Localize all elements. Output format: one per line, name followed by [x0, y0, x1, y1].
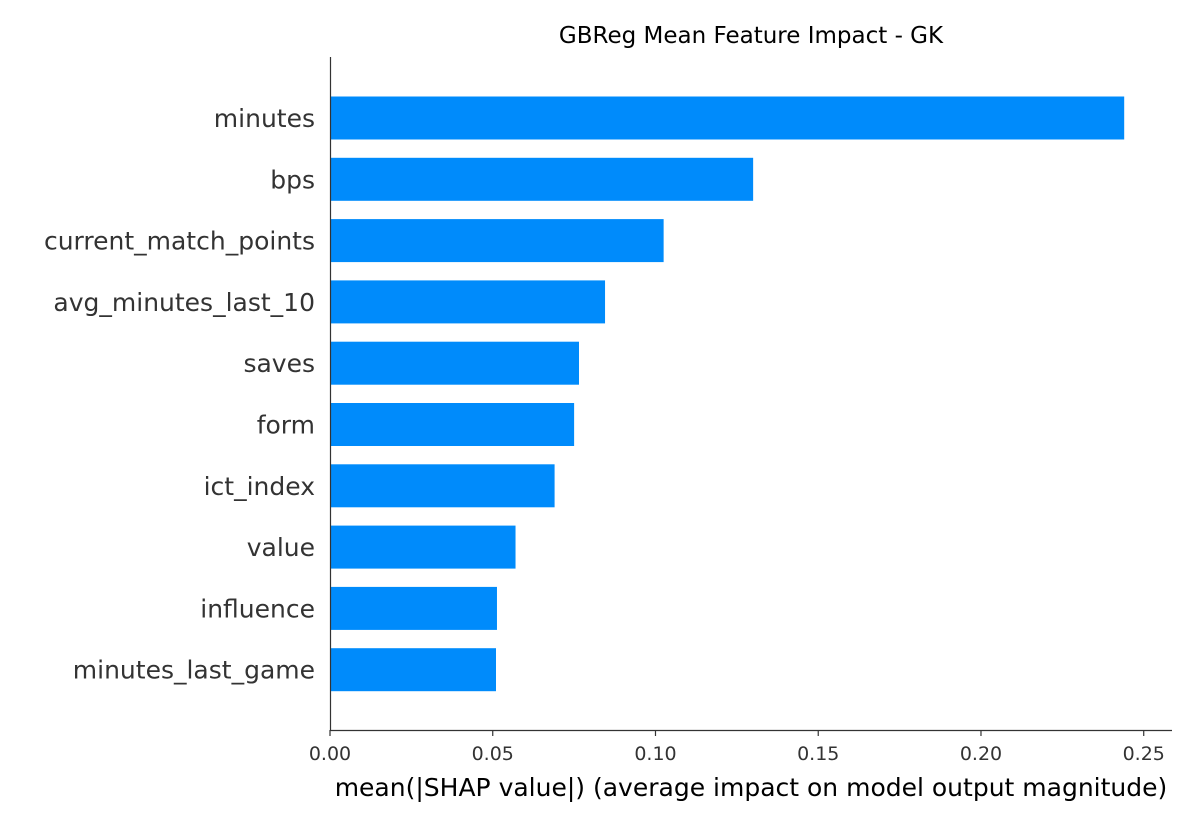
bar-form: [330, 403, 575, 446]
x-tick-label: 0.25: [1123, 743, 1165, 765]
x-tick-label: 0.05: [472, 743, 514, 765]
category-label: minutes_last_game: [73, 656, 315, 685]
bar-minutes: [330, 96, 1125, 140]
x-tick-label: 0.00: [309, 743, 351, 765]
x-tick-label: 0.20: [960, 743, 1002, 765]
category-label: ict_index: [204, 472, 315, 501]
bar-minutes-last-game: [330, 648, 496, 692]
chart-title: GBReg Mean Feature Impact - GK: [559, 23, 944, 49]
category-label: bps: [270, 165, 315, 194]
x-axis-label: mean(|SHAP value|) (average impact on mo…: [335, 773, 1168, 802]
category-label: influence: [200, 594, 315, 623]
bar-saves: [330, 341, 579, 385]
category-label: minutes: [214, 104, 315, 133]
bar-avg-minutes-last-10: [330, 280, 606, 324]
bar-value: [330, 525, 516, 569]
x-tick-label: 0.10: [634, 743, 676, 765]
category-label: avg_minutes_last_10: [53, 288, 315, 317]
category-label: form: [257, 411, 315, 440]
bar-bps: [330, 157, 754, 201]
category-labels: minutes bps current_match_points avg_minute…: [44, 104, 315, 685]
bar-ict-index: [330, 464, 555, 508]
category-label: value: [247, 533, 315, 562]
x-tick-label: 0.15: [797, 743, 839, 765]
category-label: current_match_points: [44, 227, 315, 256]
bar-current-match-points: [330, 219, 664, 263]
x-axis-ticks: 0.00 0.05 0.10 0.15 0.20 0.25: [309, 730, 1165, 765]
category-label: saves: [243, 349, 315, 378]
bar-influence: [330, 586, 497, 630]
bars-group: [330, 96, 1125, 692]
